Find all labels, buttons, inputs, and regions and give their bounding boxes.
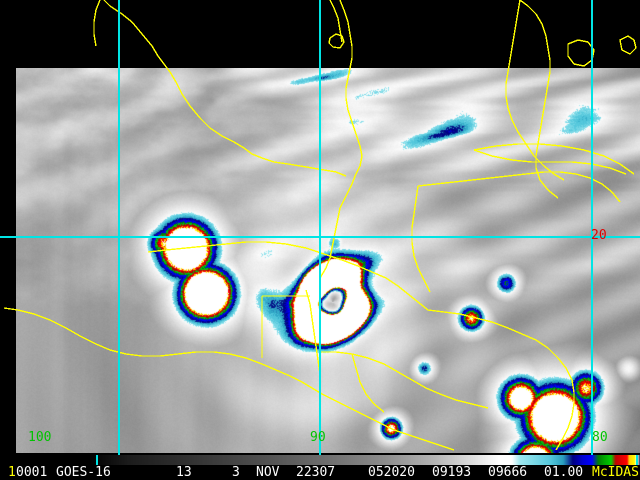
status-sequence: 0001 (16, 465, 48, 480)
colorbar-tick-left (96, 455, 98, 465)
status-software-name: McIDAS (592, 465, 639, 480)
status-resolution: 01.00 (544, 465, 584, 480)
enhancement-colorbar-canvas[interactable] (0, 455, 640, 465)
gridline-lon-100 (118, 0, 120, 455)
status-satellite: GOES-16 (56, 465, 111, 480)
status-day: 3 (232, 465, 240, 480)
status-time-utc: 052020 (368, 465, 415, 480)
status-band: 13 (176, 465, 192, 480)
longitude-label-100: 100 (28, 430, 52, 445)
gridline-lon-80 (591, 0, 593, 455)
longitude-label-90: 90 (310, 430, 326, 445)
status-julian-date: 22307 (296, 465, 336, 480)
enhancement-colorbar[interactable] (0, 455, 640, 465)
colorbar-tick-right (636, 455, 638, 465)
status-line: 09193 (432, 465, 472, 480)
status-element: 09666 (488, 465, 528, 480)
status-month: NOV (256, 465, 280, 480)
satellite-raster[interactable] (16, 68, 640, 453)
longitude-label-80: 80 (592, 430, 608, 445)
gridline-lon-90 (319, 0, 321, 455)
status-frame-number: 1 (8, 465, 16, 480)
status-bar: 1 0001 GOES-16 13 3 NOV 22307 052020 091… (0, 465, 640, 480)
latitude-label-20: 20 (591, 228, 607, 243)
gridline-lat-20 (0, 236, 640, 238)
satellite-image-area[interactable] (16, 68, 640, 453)
